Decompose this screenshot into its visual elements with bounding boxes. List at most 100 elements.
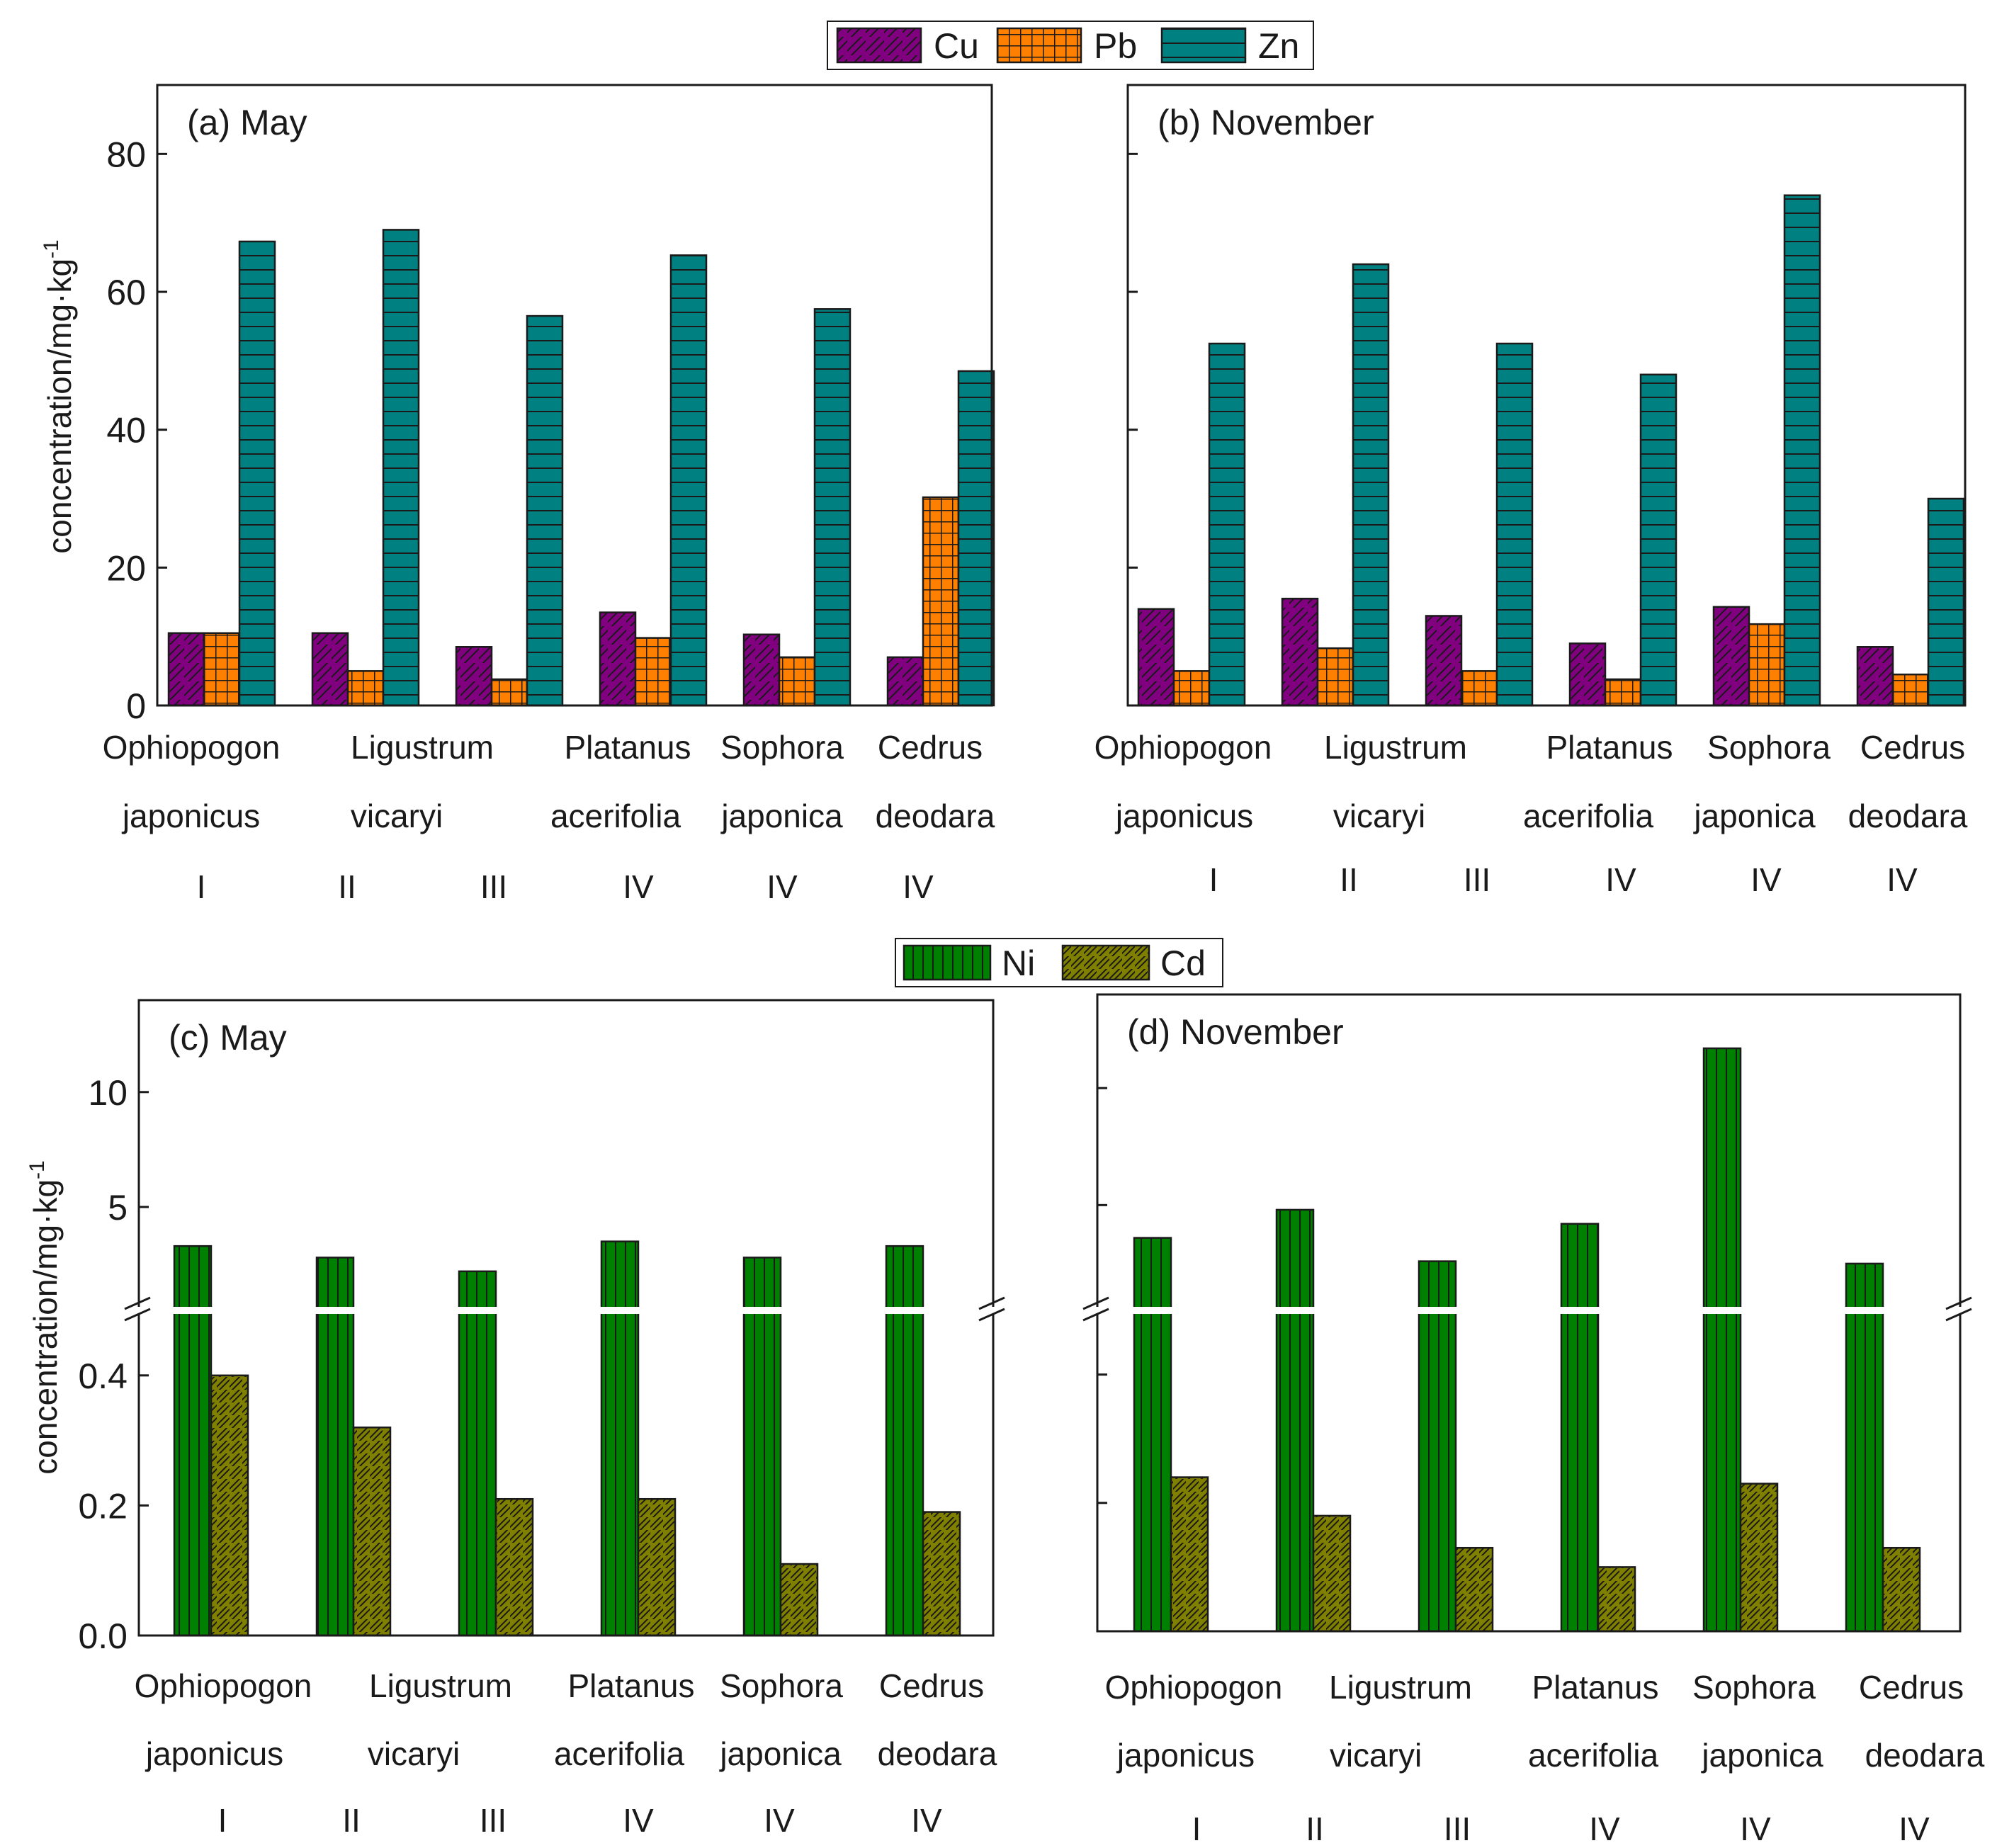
- category-label-1-row1: Ophiopogon: [103, 729, 281, 766]
- bar-cu-3: [455, 646, 493, 707]
- category-label-1-row1: Ophiopogon: [135, 1667, 312, 1704]
- category-label-4-row2: acerifolia: [554, 1735, 685, 1772]
- bar-ni-1: [1133, 1237, 1172, 1633]
- bar-zn-6: [1927, 497, 1965, 707]
- category-label-6-row1: Cedrus: [879, 1667, 984, 1704]
- bar-pb-3: [1460, 670, 1498, 707]
- panel-a-may-cu-pb-zn: 0 20 40 60 80 (a) May Ophiopogon japonicus I Ligu…: [103, 84, 995, 905]
- category-label-2-row2: vicaryi: [351, 798, 443, 834]
- y-tick-label: 40: [106, 411, 146, 450]
- bar-zn-1: [1208, 342, 1246, 707]
- category-label-2-row1: Ligustrum: [1324, 729, 1467, 766]
- y-axis-label-text: concentration/mg·kg: [41, 259, 78, 554]
- bar-ni-1: [173, 1245, 213, 1637]
- bar-cd-6: [922, 1511, 961, 1637]
- panel-title: (a) May: [187, 103, 307, 142]
- category-label-1-row2: japonicus: [121, 798, 260, 834]
- category-label-2-row2: vicaryi: [1333, 798, 1425, 834]
- axis-break-mark: [124, 1308, 151, 1322]
- bar-cd-2: [352, 1426, 392, 1637]
- category-label-5-row1: Sophora: [720, 1667, 843, 1704]
- category-label-4-row1: Platanus: [564, 729, 691, 766]
- bar-pb-6: [1891, 673, 1930, 707]
- category-label-6-row2: deodara: [1865, 1737, 1985, 1774]
- category-label-5-row3: IV: [766, 868, 798, 905]
- category-label-4-row3: IV: [623, 1802, 654, 1839]
- category-label-5-row2: japonica: [1692, 798, 1816, 834]
- axis-break-mark: [978, 1308, 1005, 1322]
- axis-break-mark: [1082, 1308, 1109, 1322]
- category-label-5-row1: Sophora: [1707, 729, 1831, 766]
- category-label-3-row3: III: [1444, 1810, 1471, 1847]
- category-label-6-row3: IV: [1886, 861, 1918, 898]
- category-label-6-row1: Cedrus: [1859, 1669, 1964, 1706]
- category-label-4-row1: Platanus: [567, 1667, 694, 1704]
- axis-break-mark: [1945, 1296, 1972, 1310]
- category-label-5-row2: japonica: [720, 798, 843, 834]
- axis-break-mark: [1945, 1308, 1972, 1322]
- legend-swatch-zn: [1160, 27, 1247, 64]
- panel-b-november-cu-pb-zn: (b) November Ophiopogon japonicus I Ligustru…: [1094, 84, 1968, 898]
- panel-title: (d) November: [1127, 1012, 1344, 1052]
- category-label-4-row1: Platanus: [1546, 729, 1673, 766]
- bar-cu-3: [1425, 615, 1463, 707]
- axis-break-mark: [978, 1296, 1005, 1310]
- bar-cu-1: [1137, 608, 1175, 707]
- bar-zn-6: [957, 370, 995, 707]
- category-label-5-row3: IV: [1750, 861, 1782, 898]
- category-label-4-row2: acerifolia: [550, 798, 681, 834]
- category-label-2-row3: II: [342, 1802, 361, 1839]
- category-label-2-row3: II: [1340, 861, 1358, 898]
- category-label-4-row1: Platanus: [1532, 1669, 1658, 1706]
- bar-cd-4: [637, 1497, 677, 1637]
- category-label-6-row3: IV: [911, 1802, 942, 1839]
- bar-cd-3: [494, 1497, 534, 1637]
- category-label-2-row3: II: [338, 868, 356, 905]
- bar-pb-5: [778, 656, 816, 707]
- panel-c-may-ni-cd: 0.0 0.2 0.4 5 10 (c) May Ophiopogon japonicus I L…: [78, 999, 1007, 1839]
- panel-title: (c) May: [169, 1018, 287, 1058]
- category-label-1-row1: Ophiopogon: [1094, 729, 1272, 766]
- axis-break-mark: [124, 1296, 151, 1310]
- category-label-1-row3: I: [218, 1802, 227, 1839]
- category-label-6-row3: IV: [903, 868, 934, 905]
- bar-ni-3: [1418, 1260, 1457, 1633]
- plot-frame: [137, 999, 995, 1637]
- y-tick-label: 5: [108, 1188, 128, 1228]
- y-tick-label: 0: [126, 686, 146, 726]
- category-label-5-row2: japonica: [718, 1735, 842, 1772]
- category-label-3-row3: III: [480, 868, 507, 905]
- category-label-4-row3: IV: [623, 868, 654, 905]
- bar-pb-1: [1172, 670, 1211, 707]
- legend-bottom: Ni Cd: [895, 938, 1223, 987]
- category-label-6-row2: deodara: [878, 1735, 997, 1772]
- y-axis-labels: concentration/mg·kg-1concentration/mg·kg…: [26, 239, 78, 1474]
- bar-ni-4: [1560, 1223, 1600, 1633]
- category-label-3-row3: III: [1464, 861, 1490, 898]
- category-label-6-row2: deodara: [876, 798, 995, 834]
- bar-cu-4: [1568, 642, 1607, 707]
- category-label-4-row3: IV: [1605, 861, 1636, 898]
- category-label-4-row3: IV: [1589, 1810, 1620, 1847]
- category-label-2-row2: vicaryi: [368, 1735, 460, 1772]
- category-label-1-row2: japonicus: [1116, 1737, 1255, 1774]
- bar-pb-2: [1316, 647, 1354, 707]
- bar-cu-2: [1281, 597, 1319, 707]
- category-label-1-row1: Ophiopogon: [1105, 1669, 1283, 1706]
- bar-cd-4: [1597, 1566, 1636, 1633]
- bar-ni-3: [458, 1270, 497, 1637]
- bar-pb-6: [922, 496, 960, 707]
- bar-cd-6: [1882, 1546, 1921, 1633]
- y-axis-label: concentration/mg·kg-1: [40, 239, 78, 553]
- bar-pb-3: [490, 678, 528, 707]
- legend-label-cu: Cu: [934, 26, 979, 66]
- category-label-5-row1: Sophora: [1692, 1669, 1816, 1706]
- bar-cd-1: [210, 1374, 249, 1637]
- bar-pb-2: [346, 670, 385, 707]
- bar-ni-6: [885, 1245, 924, 1637]
- bar-zn-1: [238, 240, 276, 707]
- panel-title: (b) November: [1158, 103, 1374, 142]
- y-tick-label: 60: [106, 273, 146, 312]
- bar-cd-5: [779, 1563, 819, 1637]
